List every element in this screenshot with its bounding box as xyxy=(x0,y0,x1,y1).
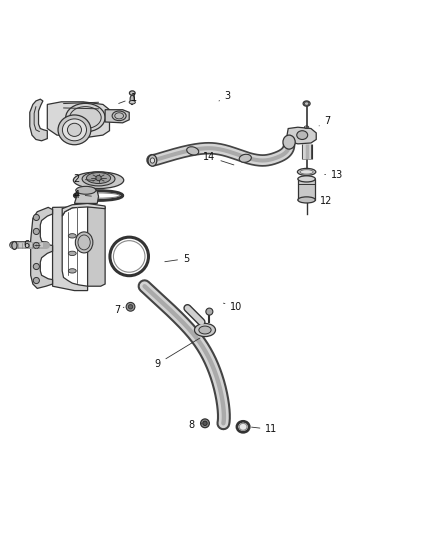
Ellipse shape xyxy=(73,172,124,189)
Text: 7: 7 xyxy=(319,116,331,126)
Ellipse shape xyxy=(303,101,310,106)
Text: 11: 11 xyxy=(251,424,278,434)
Circle shape xyxy=(33,214,39,221)
Text: 2: 2 xyxy=(74,174,94,184)
Ellipse shape xyxy=(86,173,110,183)
Text: 10: 10 xyxy=(223,302,243,312)
Circle shape xyxy=(96,175,101,181)
Text: 4: 4 xyxy=(74,190,92,200)
Polygon shape xyxy=(287,127,316,144)
Ellipse shape xyxy=(298,176,315,182)
Ellipse shape xyxy=(67,123,81,136)
Polygon shape xyxy=(30,99,47,141)
Text: 6: 6 xyxy=(23,240,40,251)
Circle shape xyxy=(203,421,207,425)
Text: 12: 12 xyxy=(314,196,332,206)
Ellipse shape xyxy=(298,197,315,203)
Circle shape xyxy=(33,263,39,270)
Text: 3: 3 xyxy=(219,91,231,101)
Ellipse shape xyxy=(112,111,126,120)
Text: 5: 5 xyxy=(165,254,189,264)
Ellipse shape xyxy=(130,95,134,103)
Polygon shape xyxy=(47,102,110,138)
Polygon shape xyxy=(53,207,88,290)
Ellipse shape xyxy=(239,154,251,163)
Ellipse shape xyxy=(283,135,295,149)
Polygon shape xyxy=(88,206,105,286)
Ellipse shape xyxy=(129,101,135,104)
Text: 1: 1 xyxy=(119,93,137,103)
Ellipse shape xyxy=(76,187,96,194)
Ellipse shape xyxy=(68,269,76,273)
Ellipse shape xyxy=(58,115,91,145)
Circle shape xyxy=(201,419,209,427)
Ellipse shape xyxy=(75,232,93,253)
Polygon shape xyxy=(31,207,53,288)
Ellipse shape xyxy=(63,119,87,141)
Text: 8: 8 xyxy=(189,421,201,431)
Ellipse shape xyxy=(129,91,135,95)
Ellipse shape xyxy=(187,147,199,155)
Ellipse shape xyxy=(68,251,76,255)
Text: 9: 9 xyxy=(155,338,200,369)
Ellipse shape xyxy=(239,423,247,430)
Circle shape xyxy=(128,304,133,309)
Circle shape xyxy=(126,302,135,311)
Ellipse shape xyxy=(300,169,313,174)
Circle shape xyxy=(33,278,39,284)
Ellipse shape xyxy=(194,324,215,336)
Ellipse shape xyxy=(199,326,211,334)
Text: 14: 14 xyxy=(203,152,234,165)
Ellipse shape xyxy=(297,168,316,175)
Ellipse shape xyxy=(66,103,105,132)
Polygon shape xyxy=(62,204,105,216)
Text: 13: 13 xyxy=(325,169,343,180)
Circle shape xyxy=(33,229,39,235)
Polygon shape xyxy=(298,179,315,200)
Ellipse shape xyxy=(82,172,115,186)
Ellipse shape xyxy=(297,131,307,140)
Ellipse shape xyxy=(12,241,17,249)
Ellipse shape xyxy=(150,158,155,163)
Ellipse shape xyxy=(68,233,76,238)
Polygon shape xyxy=(105,110,129,123)
Circle shape xyxy=(33,243,39,248)
Polygon shape xyxy=(74,189,99,204)
Text: 7: 7 xyxy=(114,305,124,316)
Circle shape xyxy=(206,308,213,315)
Ellipse shape xyxy=(148,155,157,166)
